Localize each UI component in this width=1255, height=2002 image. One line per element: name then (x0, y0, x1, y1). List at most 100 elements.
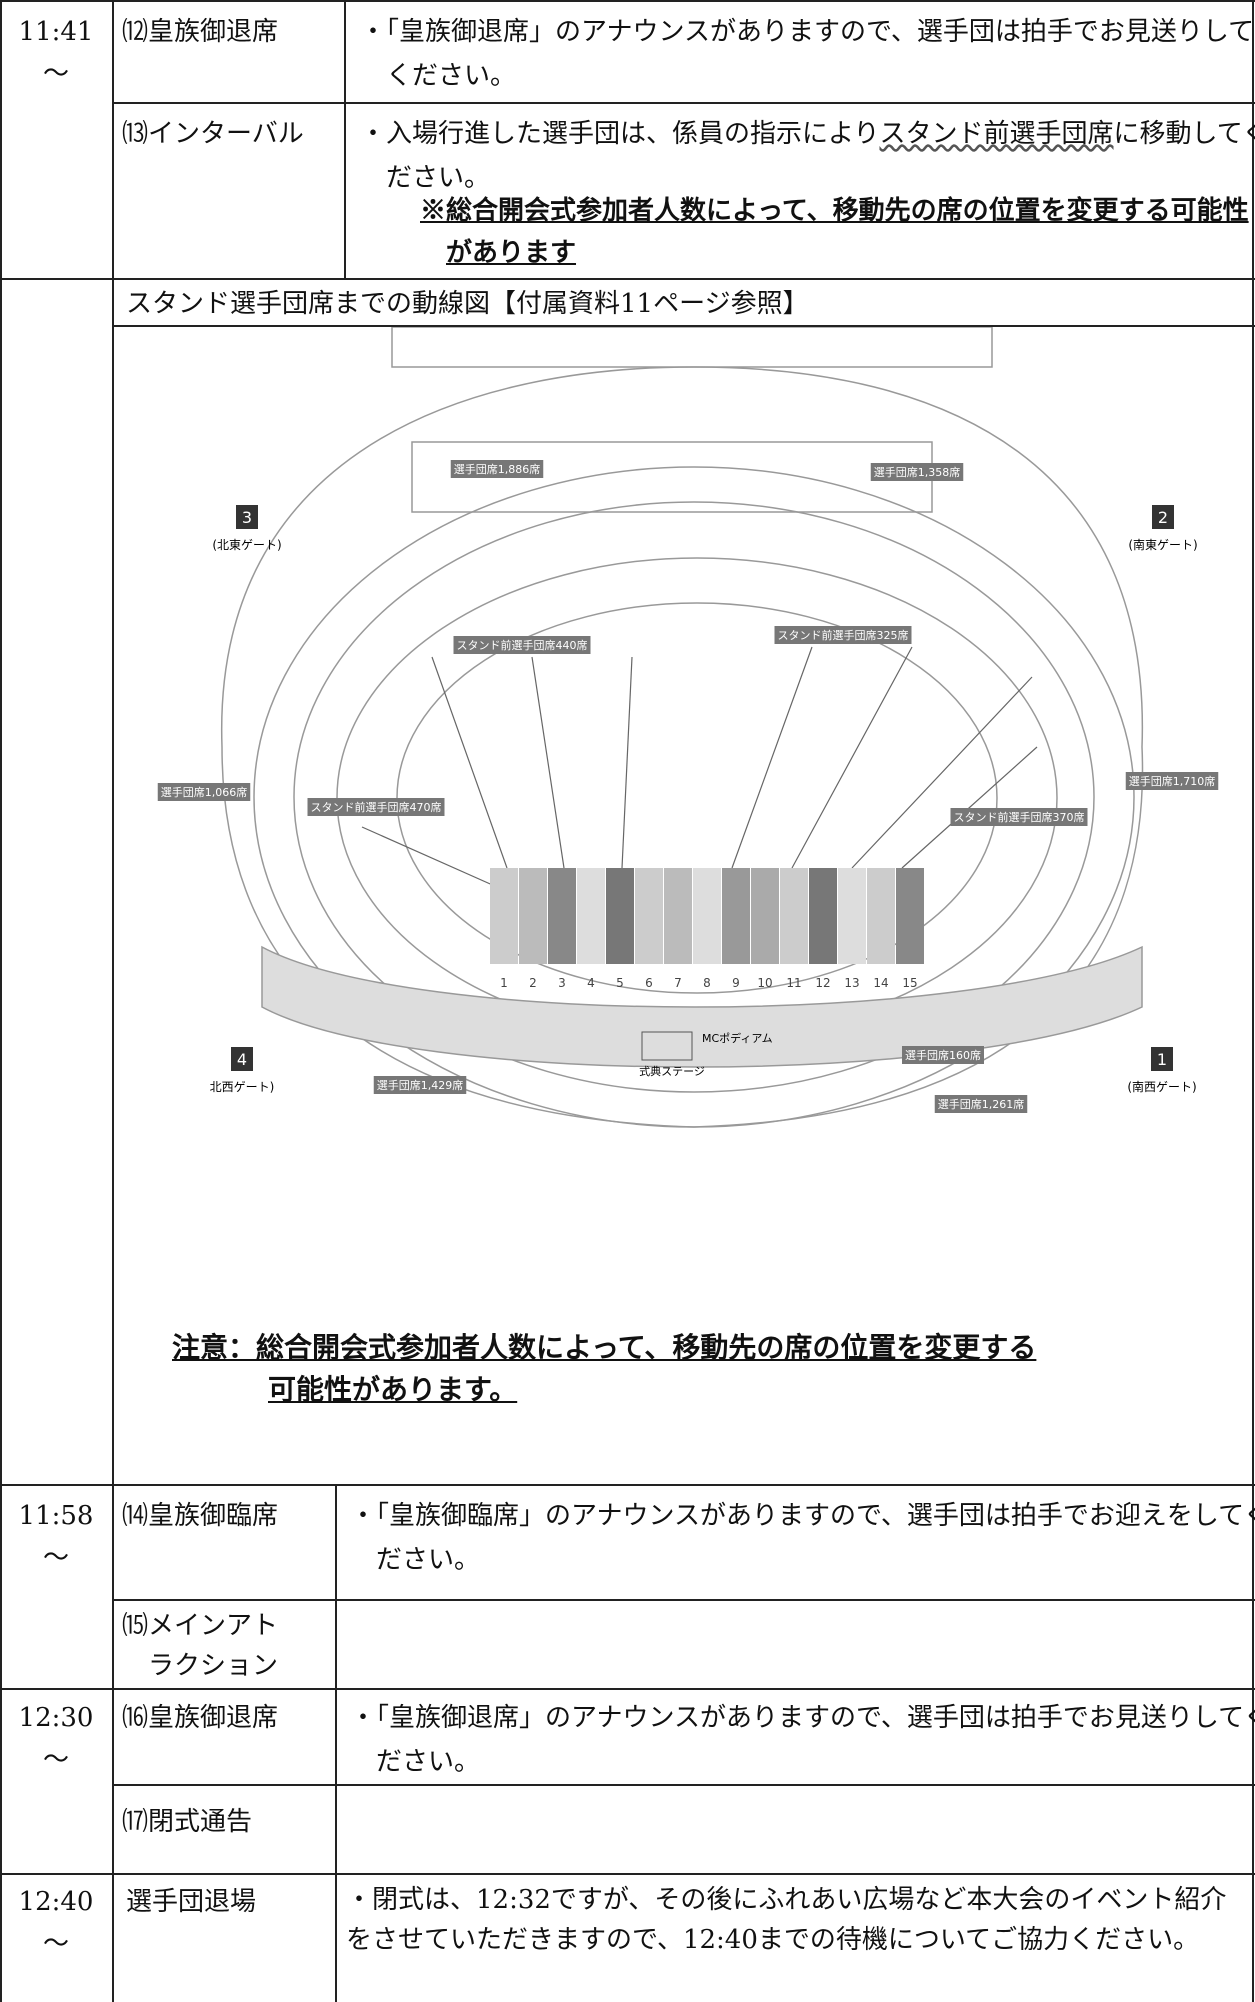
block (693, 868, 721, 964)
block-number: 4 (587, 976, 595, 990)
block-number: 11 (786, 976, 801, 990)
route-line (361, 826, 498, 888)
description: ・「皇族御臨席」のアナウンスがありますので、選手団は拍手でお迎えをしてください。 (350, 1501, 1255, 1575)
gate-number: 2 (1158, 508, 1168, 527)
block-number: 13 (844, 976, 859, 990)
seat-label-bg (774, 626, 912, 644)
desc-highlight: スタンド前選手団席 (879, 119, 1114, 149)
seat-label: 選手団席1,066席 (161, 785, 248, 799)
seat-label-bg (870, 463, 964, 481)
caution: 可能性があります。 (268, 1373, 518, 1406)
item: 選手団退場 (126, 1887, 257, 1917)
time-sub: 〜 (42, 1745, 69, 1775)
seat-label-bg (934, 1095, 1028, 1113)
block (548, 868, 576, 964)
route-line (621, 656, 633, 869)
time-sub: 〜 (42, 59, 69, 89)
time-sub: 〜 (42, 1929, 69, 1959)
block (780, 868, 808, 964)
seat-label: スタンド前選手団席370席 (954, 810, 1085, 824)
track (336, 557, 1058, 1039)
block (867, 868, 895, 964)
gate-label: (北東ゲート) (212, 538, 281, 552)
block-number: 12 (815, 976, 830, 990)
block-number: 3 (558, 976, 566, 990)
block-number: 9 (732, 976, 740, 990)
rule (0, 278, 1255, 280)
desc-text: ・入場行進した選手団は、係員の指示により (360, 119, 880, 149)
description: ・「皇族御退席」のアナウンスがありますので、選手団は拍手でお見送りしてください。 (350, 1703, 1255, 1777)
seat-label-bg (902, 1046, 984, 1064)
rule (0, 1484, 1255, 1486)
time: 12:30 (18, 1703, 94, 1733)
route-line (851, 676, 1033, 869)
seat-label: スタンド前選手団席470席 (311, 800, 442, 814)
seat-label: スタンド前選手団席440席 (457, 638, 588, 652)
building (391, 327, 993, 368)
seat-label: 選手団席1,429席 (377, 1078, 464, 1092)
stage-label: MCポディアム (702, 1031, 773, 1045)
item: ⒃皇族御退席 (122, 1703, 279, 1733)
route-line (731, 646, 813, 869)
caution: 注意：総合開会式参加者人数によって、移動先の席の位置を変更する (172, 1331, 1037, 1364)
block (751, 868, 779, 964)
gate-number: 3 (242, 508, 252, 527)
block-number: 7 (674, 976, 682, 990)
seat-label: 選手団席1,358席 (874, 465, 961, 479)
block-number: 8 (703, 976, 711, 990)
block-number: 15 (902, 976, 917, 990)
time: 12:40 (18, 1887, 94, 1917)
gate-label: (南東ゲート) (1128, 537, 1197, 552)
block (722, 868, 750, 964)
block (809, 868, 837, 964)
time: 11:41 (18, 17, 94, 47)
block-number: 10 (757, 976, 772, 990)
block (896, 868, 924, 964)
seat-label-bg (157, 783, 251, 801)
note: ※総合開会式参加者人数によって、移動先の席の位置を変更する可能性があります (420, 196, 1249, 268)
rule (112, 325, 1255, 327)
seat-labels: 選手団席1,886席 選手団席1,358席スタンド前選手団席440席スタンド前選手… (157, 460, 1219, 1113)
item: ⑿皇族御退席 (122, 17, 279, 47)
seat-label-bg (453, 636, 591, 654)
block-number: 5 (616, 976, 624, 990)
stage-box (641, 1031, 693, 1061)
stand-ring (253, 466, 1135, 1128)
rule (0, 0, 1255, 2)
seat-label-bg (307, 798, 445, 816)
seat-label-bg (950, 808, 1088, 826)
route-line (531, 656, 565, 869)
main-stand (261, 945, 1143, 1068)
desc-text: に移動してください。 (386, 119, 1255, 193)
block (490, 868, 518, 964)
block (577, 868, 605, 964)
route-line (901, 746, 1038, 869)
seat-label-bg (450, 460, 544, 478)
block (635, 868, 663, 964)
description: ・閉式は、12:32ですが、その後にふれあい広場など本大会のイベント紹介をさせて… (346, 1885, 1227, 1955)
block (606, 868, 634, 964)
blocks (490, 868, 924, 964)
gate-box (1152, 505, 1174, 529)
rule (112, 0, 114, 2002)
diagram-header: スタンド選手団席までの動線図【付属資料11ページ参照】 (126, 289, 809, 319)
time-sub: 〜 (42, 1543, 69, 1573)
seat-label-bg (1125, 772, 1219, 790)
seat-label: 選手団席1,886席 (454, 462, 541, 476)
routes (361, 646, 1038, 888)
block-labels: 1 2 3 4 5 6 7 8 9 10 11 12 13 14 15 (500, 976, 917, 990)
gate-number: 1 (1157, 1050, 1167, 1069)
seat-label-bg (373, 1076, 467, 1094)
route-line (791, 646, 913, 869)
route-line (431, 656, 508, 869)
seat-label: 選手団席1,261席 (938, 1097, 1025, 1111)
rule (1252, 0, 1254, 2002)
rule (0, 1873, 1255, 1875)
rule (335, 1484, 337, 2002)
rule (0, 1688, 1255, 1690)
rule (112, 1599, 1255, 1601)
description: ・「皇族御退席」のアナウンスがありますので、選手団は拍手でお見送りしてください。 (360, 17, 1255, 91)
item: ラクション (148, 1651, 279, 1681)
seat-label: 選手団席160席 (905, 1048, 981, 1062)
